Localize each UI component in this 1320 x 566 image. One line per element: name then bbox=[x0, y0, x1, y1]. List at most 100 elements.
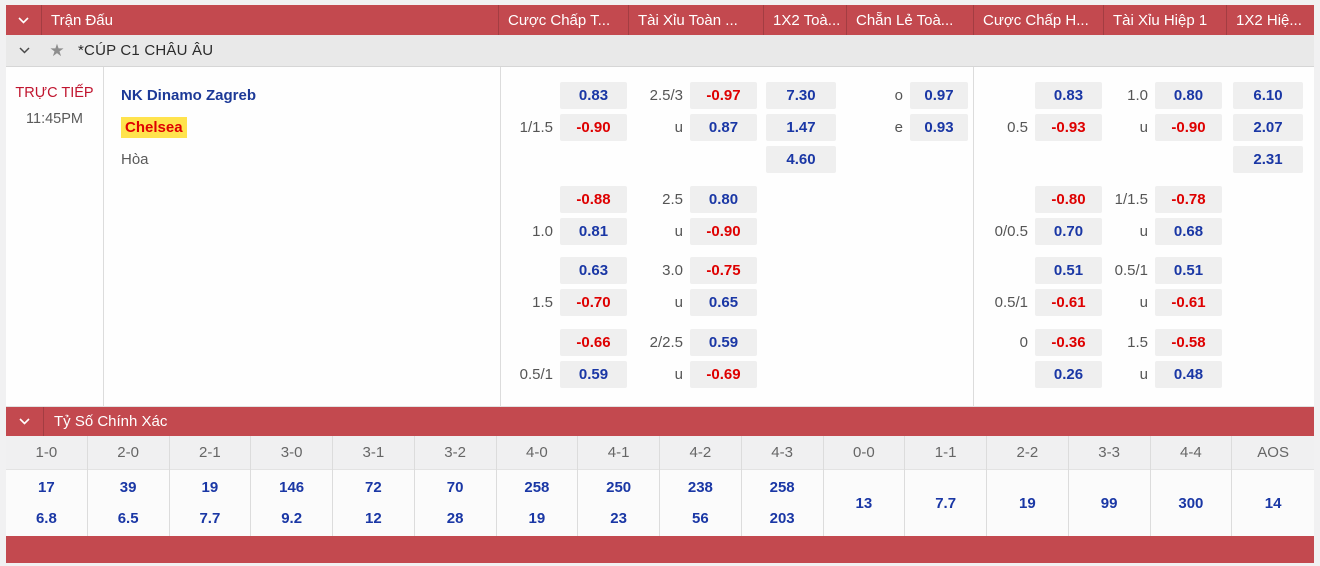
ft-under-odds[interactable]: 0.65 bbox=[690, 289, 757, 316]
score-odds[interactable]: 258 bbox=[769, 479, 795, 496]
under-label: u bbox=[674, 366, 683, 383]
under-label: u bbox=[1139, 366, 1148, 383]
score-odds[interactable]: 17 bbox=[38, 479, 55, 496]
h1-under-odds[interactable]: 0.48 bbox=[1155, 361, 1222, 388]
odds-row: 0.83 2.5/3 -0.97 7.30 o 0.97 0.83 1.0 0.… bbox=[500, 82, 1314, 109]
ft-under-odds[interactable]: 0.87 bbox=[690, 114, 757, 141]
under-label: u bbox=[674, 223, 683, 240]
h1-ou-line: 1/1.5 bbox=[1114, 191, 1148, 208]
score-odds[interactable]: 56 bbox=[692, 510, 709, 527]
score-odds[interactable]: 19 bbox=[528, 510, 546, 527]
h1-1x2-away-odds[interactable]: 2.07 bbox=[1233, 114, 1303, 141]
ft-handicap-home-odds[interactable]: -0.88 bbox=[560, 186, 627, 213]
league-collapse-chevron-icon[interactable] bbox=[6, 47, 42, 54]
score-odds[interactable]: 99 bbox=[1100, 494, 1118, 512]
score-odds[interactable]: 6.8 bbox=[35, 510, 57, 527]
ft-over-odds[interactable]: 0.80 bbox=[690, 186, 757, 213]
ft-handicap-away-odds[interactable]: -0.90 bbox=[560, 114, 627, 141]
ft-under-odds[interactable]: -0.90 bbox=[690, 218, 757, 245]
h1-over-odds[interactable]: 0.80 bbox=[1155, 82, 1222, 109]
under-label: u bbox=[674, 119, 683, 136]
h1-under-odds[interactable]: 0.68 bbox=[1155, 218, 1222, 245]
h1-handicap-away-odds[interactable]: -0.61 bbox=[1035, 289, 1102, 316]
score-header: AOS bbox=[1232, 436, 1314, 470]
ft-1x2-away-odds[interactable]: 1.47 bbox=[766, 114, 836, 141]
ft-ou-line: 2/2.5 bbox=[649, 334, 683, 351]
ft-1x2-draw-odds[interactable]: 4.60 bbox=[766, 146, 836, 173]
score-odds[interactable]: 13 bbox=[855, 494, 873, 512]
score-odds[interactable]: 72 bbox=[365, 479, 382, 496]
divider bbox=[500, 67, 501, 406]
draw-label: Hòa bbox=[121, 151, 149, 168]
h1-handicap-home-odds[interactable]: -0.80 bbox=[1035, 186, 1102, 213]
h1-over-odds[interactable]: 0.51 bbox=[1155, 257, 1222, 284]
ft-handicap-away-odds[interactable]: 0.59 bbox=[560, 361, 627, 388]
favorite-star-icon[interactable]: ★ bbox=[49, 41, 65, 60]
ft-handicap-away-odds[interactable]: 0.81 bbox=[560, 218, 627, 245]
score-column-3-1: 3-1 72 12 bbox=[333, 436, 415, 536]
score-odds[interactable]: 39 bbox=[119, 479, 137, 496]
score-odds[interactable]: 258 bbox=[524, 479, 550, 496]
score-odds[interactable]: 19 bbox=[201, 479, 219, 496]
score-odds[interactable]: 7.7 bbox=[199, 510, 221, 527]
away-team-name: Chelsea bbox=[121, 117, 187, 138]
teams-cell: NK Dinamo Zagreb Chelsea Hòa bbox=[104, 67, 500, 406]
h1-under-odds[interactable]: -0.61 bbox=[1155, 289, 1222, 316]
score-odds[interactable]: 203 bbox=[769, 510, 795, 527]
score-odds[interactable]: 14 bbox=[1264, 494, 1282, 512]
h1-handicap-line: 0 bbox=[1019, 334, 1028, 351]
ft-odd-odds[interactable]: 0.97 bbox=[910, 82, 968, 109]
column-header-ft-handicap: Cược Chấp T... bbox=[498, 5, 628, 35]
correct-score-collapse-chevron-icon[interactable] bbox=[6, 407, 44, 436]
ft-handicap-away-odds[interactable]: -0.70 bbox=[560, 289, 627, 316]
odd-label: o bbox=[894, 87, 903, 104]
score-odds[interactable]: 250 bbox=[606, 479, 632, 496]
score-odds[interactable]: 12 bbox=[365, 510, 382, 527]
score-odds[interactable]: 146 bbox=[279, 479, 305, 496]
h1-handicap-away-odds[interactable]: 0.70 bbox=[1035, 218, 1102, 245]
h1-1x2-draw-odds[interactable]: 2.31 bbox=[1233, 146, 1303, 173]
score-column-4-3: 4-3 258 203 bbox=[741, 436, 824, 536]
h1-over-odds[interactable]: -0.78 bbox=[1155, 186, 1222, 213]
score-odds[interactable]: 19 bbox=[1019, 494, 1036, 512]
h1-1x2-home-odds[interactable]: 6.10 bbox=[1233, 82, 1303, 109]
score-odds[interactable]: 238 bbox=[687, 479, 713, 496]
ft-ou-line: 2.5/3 bbox=[649, 87, 683, 104]
score-header: 3-2 bbox=[414, 436, 496, 470]
footer-bar bbox=[6, 536, 1314, 563]
ft-over-odds[interactable]: -0.97 bbox=[690, 82, 757, 109]
ft-over-odds[interactable]: -0.75 bbox=[690, 257, 757, 284]
score-column-4-4: 4-4 300 bbox=[1150, 436, 1233, 536]
score-odds[interactable]: 300 bbox=[1178, 494, 1204, 512]
ft-handicap-home-odds[interactable]: 0.83 bbox=[560, 82, 627, 109]
collapse-all-chevron-icon[interactable] bbox=[6, 5, 42, 35]
h1-handicap-line: 0.5/1 bbox=[994, 294, 1028, 311]
score-column-1-0: 1-0 17 6.8 bbox=[6, 436, 88, 536]
h1-over-odds[interactable]: -0.58 bbox=[1155, 329, 1222, 356]
even-label: e bbox=[894, 119, 903, 136]
ft-handicap-home-odds[interactable]: -0.66 bbox=[560, 329, 627, 356]
h1-handicap-away-odds[interactable]: -0.93 bbox=[1035, 114, 1102, 141]
ft-handicap-line: 1.0 bbox=[532, 223, 553, 240]
h1-handicap-home-odds[interactable]: 0.51 bbox=[1035, 257, 1102, 284]
ft-handicap-line: 1.5 bbox=[532, 294, 553, 311]
ft-handicap-home-odds[interactable]: 0.63 bbox=[560, 257, 627, 284]
ft-under-odds[interactable]: -0.69 bbox=[690, 361, 757, 388]
h1-handicap-home-odds[interactable]: -0.36 bbox=[1035, 329, 1102, 356]
correct-score-title: Tỷ Số Chính Xác bbox=[54, 413, 168, 430]
score-odds[interactable]: 9.2 bbox=[281, 510, 303, 527]
h1-handicap-away-odds[interactable]: 0.26 bbox=[1035, 361, 1102, 388]
score-odds[interactable]: 70 bbox=[446, 479, 464, 496]
score-odds[interactable]: 23 bbox=[610, 510, 627, 527]
ft-1x2-home-odds[interactable]: 7.30 bbox=[766, 82, 836, 109]
h1-under-odds[interactable]: -0.90 bbox=[1155, 114, 1222, 141]
score-odds[interactable]: 6.5 bbox=[117, 510, 139, 527]
score-odds[interactable]: 28 bbox=[446, 510, 464, 527]
score-odds[interactable]: 7.7 bbox=[935, 494, 957, 512]
score-column-3-3: 3-3 99 bbox=[1068, 436, 1151, 536]
ft-over-odds[interactable]: 0.59 bbox=[690, 329, 757, 356]
h1-ou-line: 1.0 bbox=[1127, 87, 1148, 104]
ft-even-odds[interactable]: 0.93 bbox=[910, 114, 968, 141]
correct-score-header-bar: Tỷ Số Chính Xác bbox=[6, 407, 1314, 436]
h1-handicap-home-odds[interactable]: 0.83 bbox=[1035, 82, 1102, 109]
